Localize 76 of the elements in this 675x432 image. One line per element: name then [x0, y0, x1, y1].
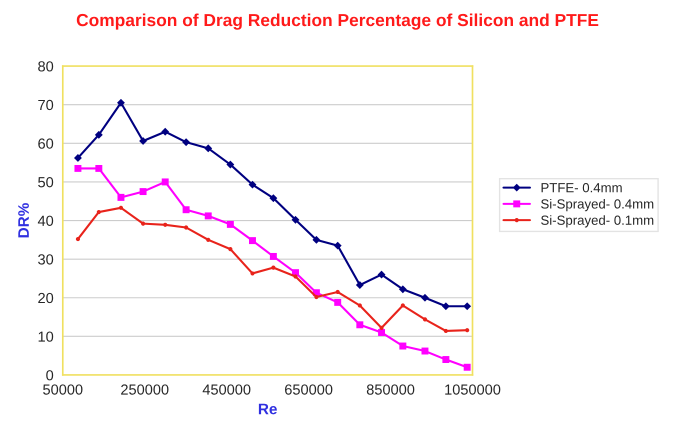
point — [204, 212, 212, 220]
point — [140, 222, 146, 226]
point — [249, 237, 256, 244]
point — [378, 270, 386, 279]
point — [117, 98, 125, 107]
y-axis-title: DR% — [18, 203, 29, 238]
point — [463, 302, 472, 310]
point — [140, 188, 147, 196]
point — [74, 154, 82, 162]
x-tick-label: 1050000 — [445, 384, 500, 395]
x-tick-label: 450000 — [202, 384, 250, 395]
point — [464, 364, 471, 371]
point — [95, 164, 102, 172]
point — [182, 138, 190, 146]
point — [422, 348, 428, 355]
point — [334, 298, 342, 306]
point — [117, 194, 124, 201]
point — [139, 137, 148, 145]
point — [379, 326, 384, 330]
point — [271, 266, 276, 270]
y-tick-label: 20 — [38, 292, 54, 304]
x-tick-label: 650000 — [285, 384, 332, 395]
x-tick-label: 250000 — [121, 384, 168, 395]
point — [422, 317, 428, 322]
point — [76, 236, 80, 242]
point — [161, 128, 170, 136]
y-tick-label: 80 — [38, 61, 54, 72]
x-tick-label: 50000 — [43, 384, 82, 395]
point — [444, 328, 448, 334]
point — [442, 356, 450, 364]
point — [358, 303, 362, 308]
legend-label: Si-Sprayed- 0.4mm — [541, 198, 654, 212]
y-tick-label: 10 — [38, 331, 54, 342]
point — [162, 178, 169, 186]
y-tick-label: 50 — [38, 177, 54, 188]
point — [163, 222, 168, 227]
point — [248, 180, 256, 189]
point — [270, 252, 277, 260]
point — [250, 271, 255, 276]
y-tick-label: 40 — [38, 216, 54, 226]
point — [206, 238, 210, 242]
point — [378, 329, 386, 336]
y-tick-label: 60 — [38, 138, 54, 149]
legend-label: PTFE- 0.4mm — [542, 183, 622, 192]
x-tick-label: 850000 — [366, 384, 414, 395]
point — [118, 206, 124, 210]
point — [182, 206, 190, 214]
point — [312, 236, 320, 244]
point — [184, 225, 188, 230]
y-tick-label: 70 — [38, 100, 54, 110]
point — [292, 216, 300, 224]
point — [465, 328, 470, 332]
point — [334, 242, 342, 250]
point — [399, 342, 406, 350]
y-tick-label: 0 — [46, 370, 54, 380]
point — [226, 160, 234, 168]
point — [293, 274, 298, 279]
point — [442, 302, 450, 310]
point — [228, 247, 232, 252]
point — [400, 303, 405, 308]
y-tick-label: 30 — [38, 254, 54, 265]
point — [421, 294, 429, 302]
point — [204, 144, 212, 152]
point — [74, 164, 82, 172]
point — [356, 281, 364, 289]
point — [398, 285, 407, 294]
point — [269, 194, 278, 202]
point — [94, 130, 103, 139]
x-axis-title: Re — [258, 404, 277, 414]
point — [356, 321, 364, 328]
legend-label: Si-Sprayed- 0.1mm — [541, 215, 654, 228]
chart-title: Comparison of Drag Reduction Percentage of Silicon and PTFE — [76, 13, 598, 30]
point — [96, 210, 101, 214]
point — [226, 220, 234, 228]
point — [314, 294, 318, 300]
point — [336, 290, 340, 294]
